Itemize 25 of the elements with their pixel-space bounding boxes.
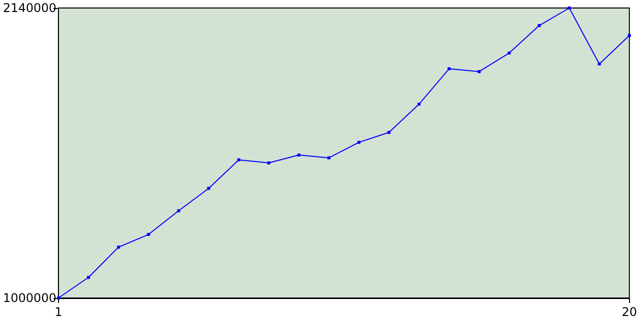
point (628, 34, 631, 37)
point (86, 276, 90, 279)
line-series (56, 6, 631, 300)
point (538, 24, 541, 28)
point (508, 52, 511, 55)
point (598, 62, 601, 66)
point (448, 67, 451, 70)
point (56, 296, 60, 300)
point (418, 102, 421, 106)
x-tick-label: 20 (622, 305, 638, 319)
point (357, 140, 360, 144)
point (478, 70, 481, 74)
point (237, 158, 240, 162)
x-tick-label: 1 (54, 305, 62, 319)
y-tick-label: 2140000 (2, 1, 56, 15)
point (147, 232, 150, 236)
point (117, 246, 120, 249)
point (568, 6, 571, 10)
y-tick-label: 1000000 (2, 291, 56, 305)
point (207, 186, 210, 190)
point (177, 209, 180, 212)
point (327, 156, 330, 160)
point (297, 154, 300, 157)
point (387, 130, 390, 134)
point (267, 161, 270, 164)
